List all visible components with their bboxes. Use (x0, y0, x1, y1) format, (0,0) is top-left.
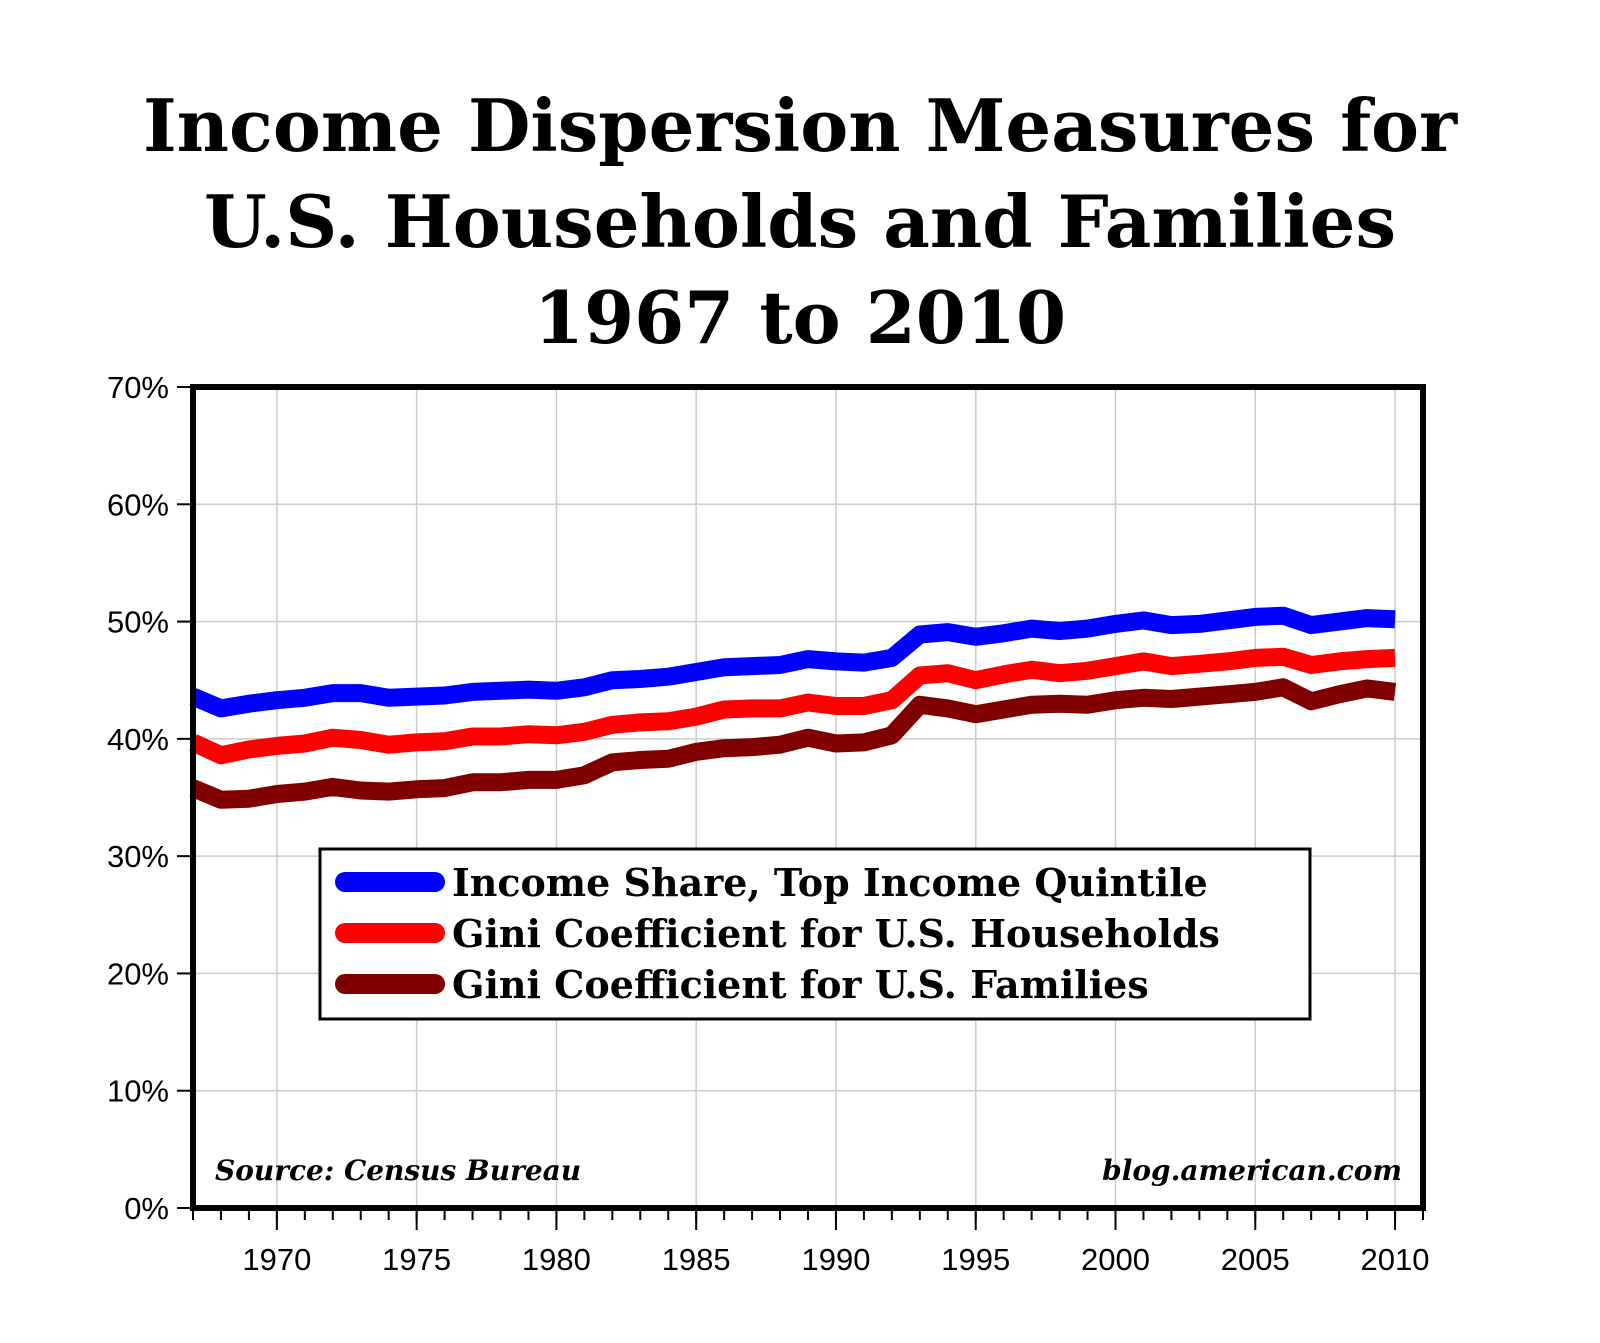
series-line-3 (189, 678, 1397, 809)
chart-title-line-1: Income Dispersion Measures for (143, 83, 1457, 168)
chart-title-line-2: U.S. Households and Families (203, 179, 1397, 264)
y-tick-label: 10% (107, 1074, 169, 1109)
y-tick-label: 0% (124, 1191, 169, 1226)
x-tick-label: 1990 (801, 1242, 870, 1277)
y-tick-label: 60% (107, 487, 169, 522)
x-tick-label: 1975 (382, 1242, 451, 1277)
y-tick-label: 70% (107, 370, 169, 405)
chart-title: Income Dispersion Measures for U.S. Hous… (0, 78, 1600, 366)
series-line-2 (189, 647, 1396, 765)
y-tick-label: 40% (107, 722, 169, 757)
x-tick-label: 1985 (662, 1242, 731, 1277)
series-lines (189, 606, 1397, 809)
y-tick-label: 50% (107, 605, 169, 640)
x-tick-label: 2005 (1221, 1242, 1290, 1277)
x-tick-label: 1995 (941, 1242, 1010, 1277)
y-tick-label: 20% (107, 956, 169, 991)
legend-box (318, 847, 1312, 1021)
x-tick-label: 2010 (1361, 1242, 1430, 1277)
x-tick-label: 1970 (242, 1242, 311, 1277)
source-note: Source: Census Bureau (215, 1154, 581, 1187)
y-axis: 0% 10% 20% 30% 40% 50% 60% 70% (107, 370, 193, 1226)
legend-label-gini-households: Gini Coefficient for U.S. Households (452, 911, 1220, 956)
legend-label-top-quintile: Income Share, Top Income Quintile (452, 860, 1208, 905)
y-tick-label: 30% (107, 839, 169, 874)
credit-note: blog.american.com (1102, 1154, 1402, 1187)
series-line-1 (189, 606, 1396, 718)
x-axis: 1970 1975 1980 1985 1990 1995 2000 2005 2010 (192, 1208, 1430, 1277)
x-tick-label: 2000 (1081, 1242, 1150, 1277)
x-tick-label: 1980 (522, 1242, 591, 1277)
legend: Income Share, Top Income Quintile Gini C… (318, 847, 1312, 1021)
chart-title-line-3: 1967 to 2010 (533, 275, 1067, 360)
legend-label-gini-families: Gini Coefficient for U.S. Families (452, 962, 1149, 1007)
